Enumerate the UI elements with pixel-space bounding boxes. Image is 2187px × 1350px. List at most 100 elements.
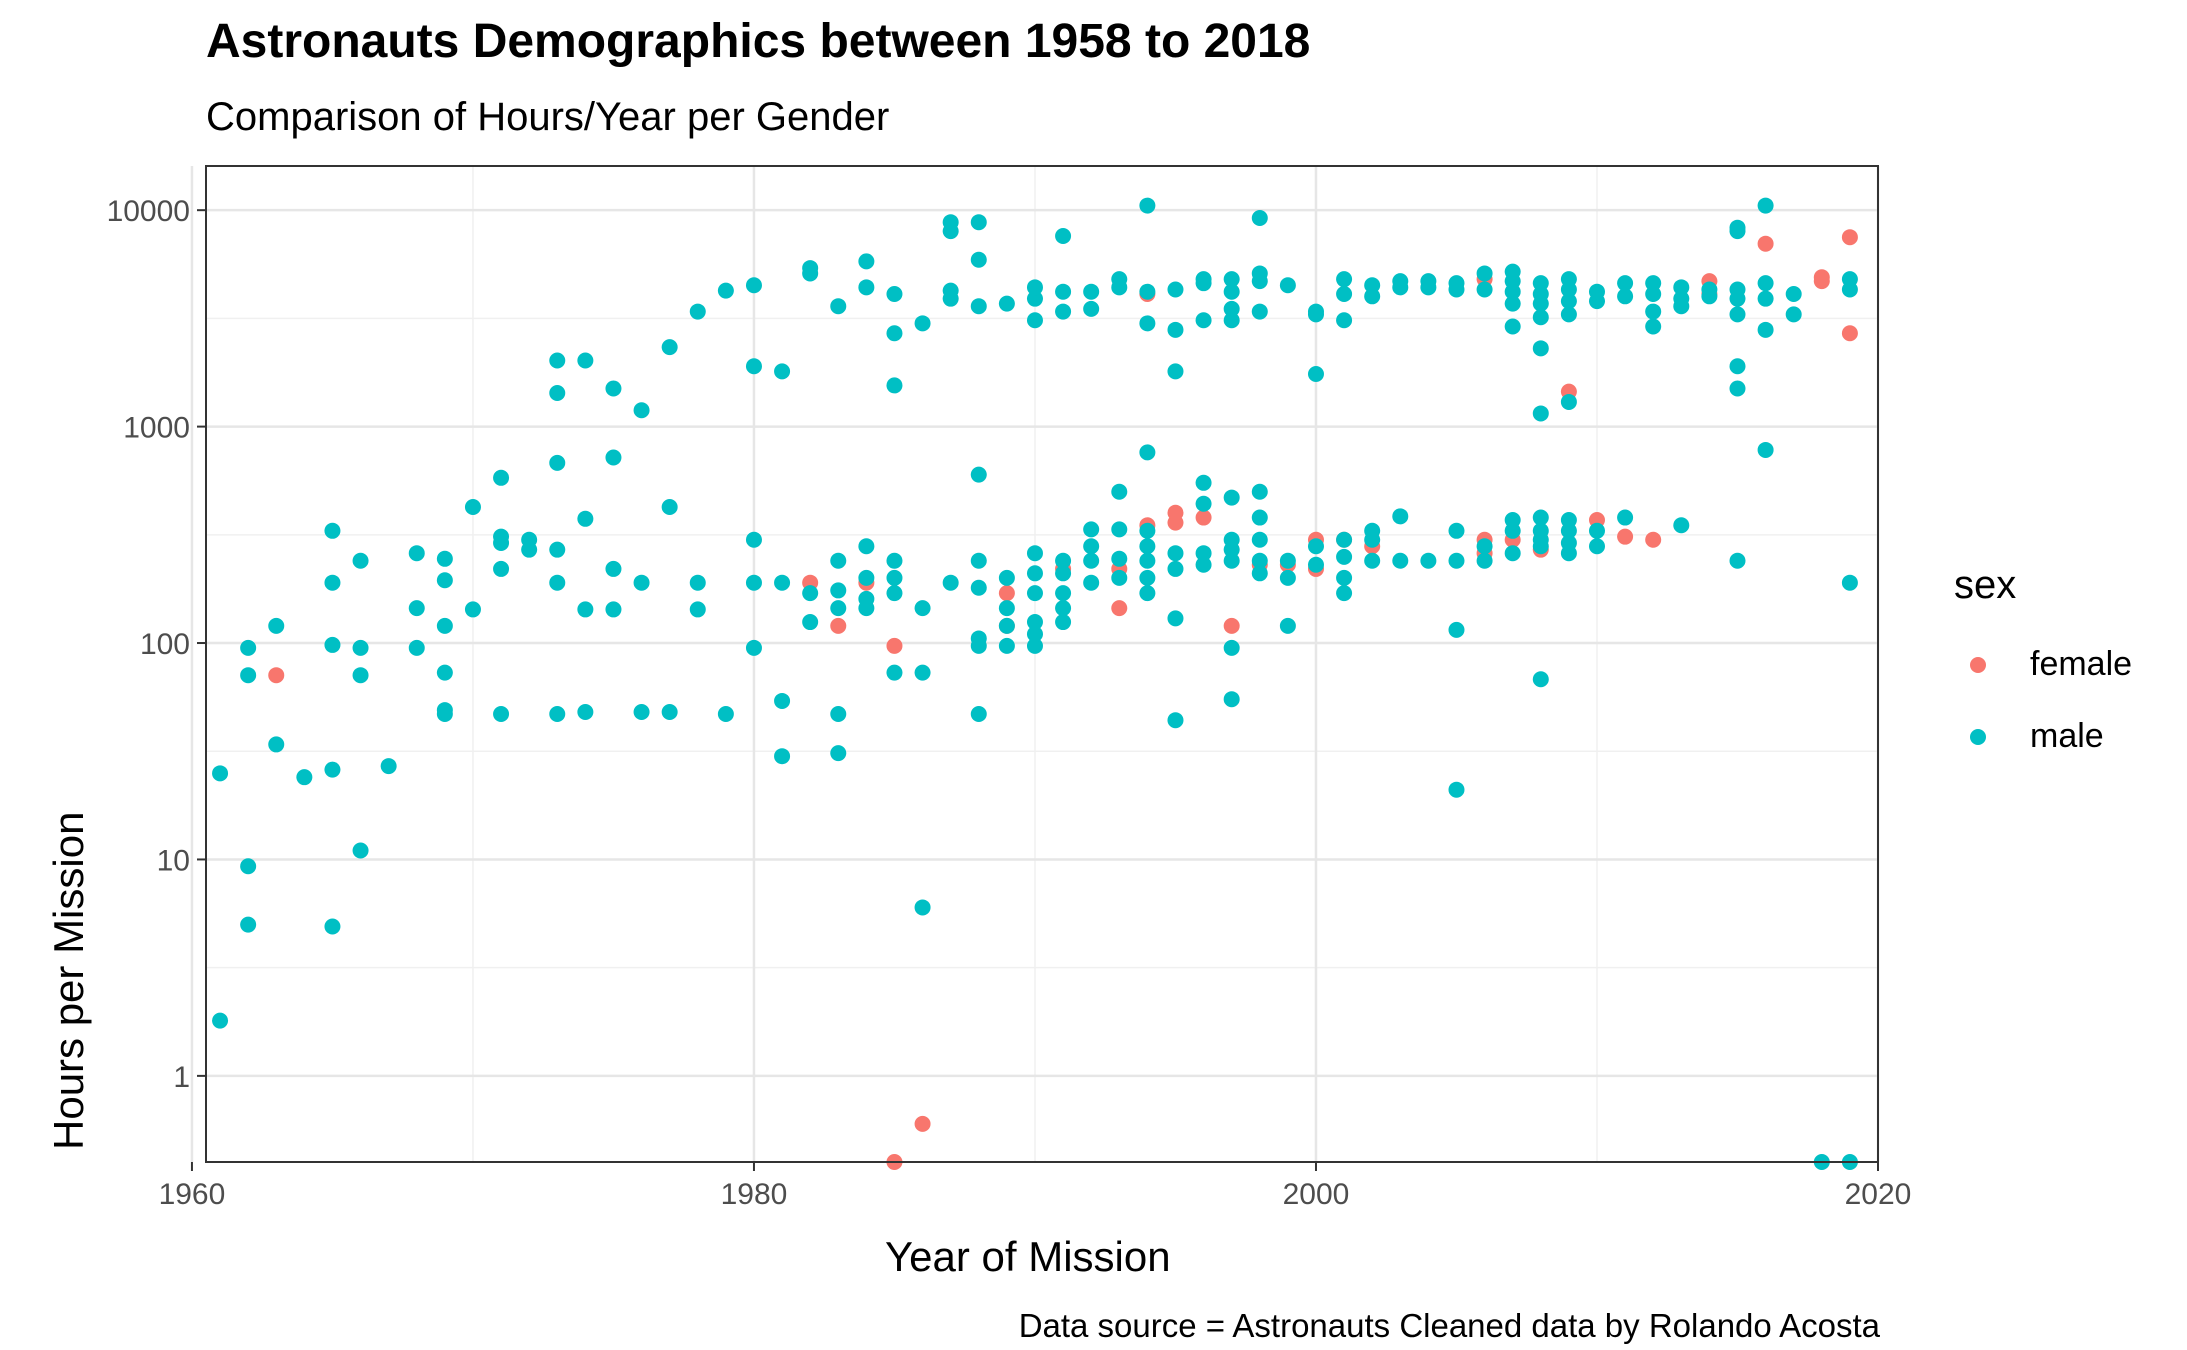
- point-male: [549, 541, 566, 558]
- point-male: [1026, 637, 1043, 654]
- point-male: [1504, 263, 1521, 280]
- point-male: [998, 295, 1015, 312]
- chart-title: Astronauts Demographics between 1958 to …: [206, 15, 1311, 68]
- point-female: [886, 637, 903, 654]
- point-male: [1055, 283, 1072, 300]
- point-male: [970, 579, 987, 596]
- point-male: [1251, 552, 1268, 569]
- point-male: [717, 282, 734, 299]
- point-male: [1195, 271, 1212, 288]
- point-male: [1532, 522, 1549, 539]
- plot-border: [205, 165, 1879, 1163]
- point-male: [1336, 569, 1353, 586]
- point-male: [493, 528, 510, 545]
- point-male: [1364, 277, 1381, 294]
- point-male: [1364, 288, 1381, 305]
- point-male: [1757, 275, 1774, 292]
- point-male: [1223, 271, 1240, 288]
- point-male: [970, 214, 987, 231]
- point-male: [1223, 312, 1240, 329]
- point-male: [1055, 303, 1072, 320]
- point-male: [802, 585, 819, 602]
- point-male: [1729, 281, 1746, 298]
- point-male: [717, 705, 734, 722]
- point-male: [1026, 585, 1043, 602]
- point-male: [408, 639, 425, 656]
- point-male: [1729, 552, 1746, 569]
- point-male: [745, 277, 762, 294]
- point-male: [1476, 552, 1493, 569]
- legend-item-male: male: [1970, 717, 2104, 756]
- y-tick-label: 100: [140, 628, 190, 661]
- point-male: [436, 550, 453, 567]
- point-female: [1813, 269, 1830, 286]
- y-axis-label: Hours per Mission: [45, 811, 92, 1150]
- point-male: [886, 377, 903, 394]
- legend-label-male: male: [2030, 717, 2104, 755]
- point-male: [1336, 531, 1353, 548]
- point-male: [1420, 273, 1437, 290]
- point-male: [1560, 271, 1577, 288]
- point-male: [1307, 366, 1324, 383]
- legend-item-female: female: [1970, 645, 2132, 684]
- point-female: [1223, 617, 1240, 634]
- point-male: [1026, 626, 1043, 643]
- x-axis-label: Year of Mission: [885, 1233, 1171, 1280]
- point-male: [1841, 574, 1858, 591]
- point-male: [1307, 303, 1324, 320]
- point-male: [1448, 781, 1465, 798]
- point-male: [830, 745, 847, 762]
- point-male: [1026, 290, 1043, 307]
- point-male: [1055, 552, 1072, 569]
- point-male: [324, 636, 341, 653]
- point-male: [605, 380, 622, 397]
- point-female: [1841, 325, 1858, 342]
- point-male: [1167, 321, 1184, 338]
- point-male: [1139, 444, 1156, 461]
- point-male: [1560, 306, 1577, 323]
- point-female: [1167, 504, 1184, 521]
- y-tick-label: 1000: [123, 412, 190, 445]
- point-male: [1279, 569, 1296, 586]
- point-male: [914, 899, 931, 916]
- point-male: [830, 582, 847, 599]
- point-male: [549, 384, 566, 401]
- point-male: [970, 630, 987, 647]
- point-female: [1757, 235, 1774, 252]
- point-male: [1785, 285, 1802, 302]
- point-male: [1083, 538, 1100, 555]
- point-male: [970, 251, 987, 268]
- point-male: [1083, 574, 1100, 591]
- point-male: [1673, 279, 1690, 296]
- point-male: [352, 639, 369, 656]
- point-male: [886, 325, 903, 342]
- point-male: [1279, 552, 1296, 569]
- point-male: [998, 637, 1015, 654]
- x-tick-label: 1980: [721, 1178, 788, 1211]
- point-male: [605, 601, 622, 618]
- point-male: [324, 918, 341, 935]
- point-male: [1055, 614, 1072, 631]
- point-male: [886, 285, 903, 302]
- point-male: [661, 499, 678, 516]
- point-male: [549, 454, 566, 471]
- point-male: [1139, 197, 1156, 214]
- point-male: [1532, 671, 1549, 688]
- point-male: [1448, 621, 1465, 638]
- point-female: [1841, 229, 1858, 246]
- point-male: [774, 748, 791, 765]
- point-male: [830, 600, 847, 617]
- point-male: [1251, 565, 1268, 582]
- point-male: [1476, 281, 1493, 298]
- point-male: [577, 510, 594, 527]
- point-male: [1026, 614, 1043, 631]
- point-male: [1673, 517, 1690, 534]
- point-male: [1504, 512, 1521, 529]
- point-male: [858, 538, 875, 555]
- point-male: [914, 315, 931, 332]
- point-male: [1420, 552, 1437, 569]
- point-male: [1785, 306, 1802, 323]
- point-male: [1645, 303, 1662, 320]
- point-male: [1279, 617, 1296, 634]
